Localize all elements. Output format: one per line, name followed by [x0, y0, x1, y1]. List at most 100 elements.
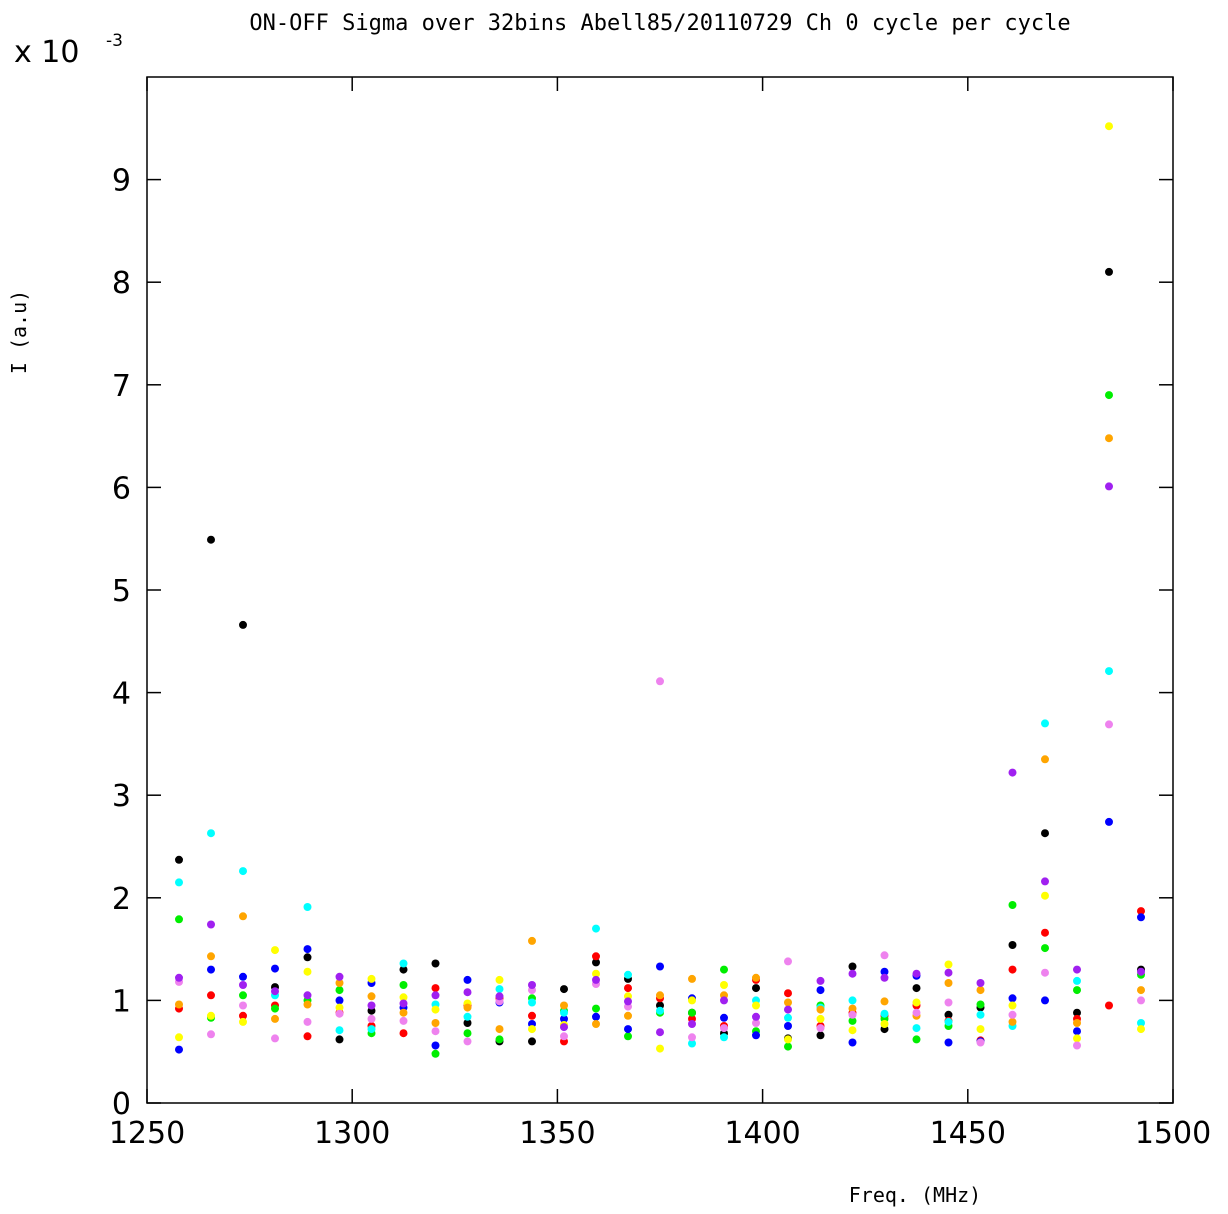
point-blue [784, 1022, 792, 1030]
point-violet [880, 951, 889, 960]
point-red [239, 1011, 247, 1020]
point-cyan [463, 1012, 472, 1021]
point-orange [848, 1004, 857, 1013]
point-orange [624, 1011, 632, 1020]
point-yellow [1105, 122, 1113, 131]
point-black [752, 984, 760, 993]
point-purple [752, 1012, 760, 1021]
x-tick-label: 1500 [1135, 1116, 1211, 1151]
point-cyan [688, 1039, 696, 1048]
point-orange [303, 1000, 312, 1009]
point-violet [1008, 1010, 1017, 1019]
point-green [431, 1049, 440, 1058]
point-black [207, 535, 215, 544]
point-orange [880, 997, 889, 1006]
y-axis-label: I (a.u) [7, 290, 31, 374]
point-orange [1041, 755, 1049, 764]
point-purple [720, 996, 728, 1005]
point-yellow [207, 1011, 215, 1020]
point-cyan [656, 1006, 664, 1015]
point-blue [175, 1045, 183, 1054]
point-yellow [848, 1026, 857, 1035]
point-orange [656, 991, 664, 1000]
point-purple [175, 973, 183, 982]
point-black [912, 984, 921, 993]
point-violet [752, 1019, 760, 1027]
data-points [175, 122, 1145, 1058]
point-purple [207, 920, 215, 929]
point-blue [848, 1038, 857, 1047]
point-yellow [367, 974, 376, 983]
point-orange [271, 1014, 279, 1023]
point-yellow [688, 996, 696, 1005]
point-red [1008, 965, 1017, 974]
point-cyan [592, 924, 600, 933]
point-orange [1073, 1019, 1081, 1027]
point-red [399, 1029, 408, 1038]
point-blue [1041, 996, 1049, 1005]
point-black [431, 959, 440, 968]
point-cyan [976, 1010, 985, 1019]
point-green [271, 1004, 279, 1013]
point-yellow [271, 946, 279, 955]
point-violet [1137, 996, 1145, 1005]
y-tick-label: 1 [112, 984, 131, 1019]
point-green [848, 1016, 857, 1025]
point-yellow [912, 998, 921, 1007]
point-violet [367, 1014, 376, 1023]
point-yellow [399, 993, 408, 1002]
chart-title: ON-OFF Sigma over 32bins Abell85/2011072… [249, 11, 1070, 36]
point-violet [944, 998, 953, 1007]
x-axis-label: Freq. (MHz) [849, 1183, 981, 1207]
point-purple [463, 988, 472, 997]
point-orange [1105, 434, 1113, 443]
point-cyan [944, 1017, 953, 1026]
point-green [1041, 944, 1049, 953]
point-orange [816, 1005, 825, 1014]
point-purple [303, 991, 312, 1000]
point-black [816, 1031, 825, 1040]
point-green [1105, 391, 1113, 400]
point-yellow [1041, 891, 1049, 900]
point-blue [944, 1038, 953, 1047]
point-orange [399, 1008, 408, 1017]
point-black [463, 1019, 472, 1027]
point-purple [271, 987, 279, 996]
point-purple [1041, 877, 1049, 886]
point-orange [560, 1001, 568, 1010]
point-yellow [1073, 1034, 1081, 1043]
point-purple [880, 973, 889, 982]
point-blue [560, 1014, 568, 1023]
point-violet [1041, 968, 1049, 977]
point-purple [431, 991, 440, 1000]
point-green [688, 1008, 696, 1017]
y-multiplier-base: x 10 [14, 35, 79, 70]
point-purple [1105, 482, 1113, 491]
point-orange [976, 986, 985, 995]
point-cyan [784, 1013, 792, 1022]
y-tick-label: 3 [112, 779, 131, 814]
point-yellow [944, 960, 953, 969]
point-blue [463, 975, 472, 984]
point-purple [624, 997, 632, 1006]
point-blue [1073, 1027, 1081, 1036]
point-violet [399, 1016, 408, 1025]
point-violet [1105, 720, 1113, 729]
point-red [1041, 928, 1049, 937]
point-orange [463, 1003, 472, 1012]
point-green [624, 1032, 632, 1041]
point-yellow [720, 981, 728, 989]
point-violet [463, 1037, 472, 1046]
point-violet [912, 1008, 921, 1017]
point-cyan [624, 970, 632, 979]
point-green [592, 1004, 600, 1013]
y-tick-label: 0 [112, 1087, 131, 1122]
point-cyan [175, 878, 183, 887]
point-purple [688, 1020, 696, 1028]
point-cyan [303, 903, 312, 911]
point-blue [1008, 994, 1017, 1003]
point-cyan [335, 1026, 344, 1035]
point-cyan [880, 1009, 889, 1018]
point-violet [271, 1034, 279, 1043]
point-yellow [784, 1035, 792, 1044]
